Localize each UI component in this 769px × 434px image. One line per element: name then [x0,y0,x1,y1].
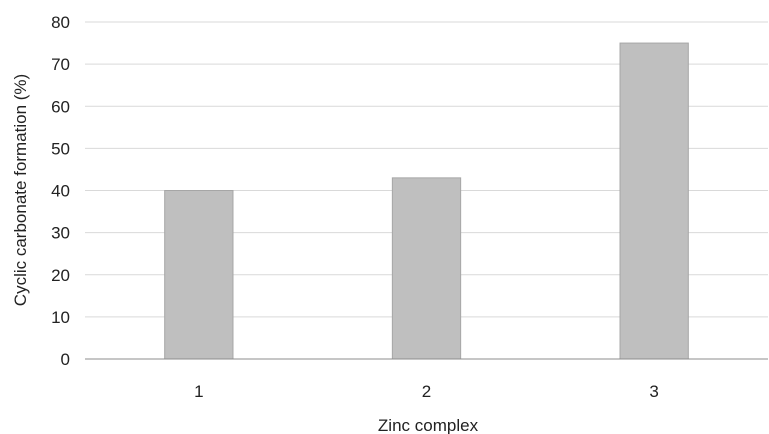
y-tick-labels: 0 10 20 30 40 50 60 70 80 [51,13,70,369]
x-tick-label: 1 [194,382,203,401]
bar-3 [619,42,689,360]
bars [164,42,689,360]
x-axis-title: Zinc complex [378,416,479,434]
y-tick-label: 20 [51,266,70,285]
bar-1 [164,190,234,360]
y-tick-label: 70 [51,55,70,74]
bar-2 [391,177,462,360]
y-tick-label: 80 [51,13,70,32]
y-tick-label: 10 [51,308,70,327]
x-tick-labels: 1 2 3 [194,382,659,401]
y-tick-label: 30 [51,224,70,243]
x-tick-label: 2 [422,382,431,401]
y-tick-label: 50 [51,139,70,158]
x-tick-label: 3 [649,382,658,401]
y-axis-title: Cyclic carbonate formation (%) [11,74,30,306]
y-tick-label: 0 [61,350,70,369]
y-tick-label: 60 [51,97,70,116]
y-tick-label: 40 [51,182,70,201]
